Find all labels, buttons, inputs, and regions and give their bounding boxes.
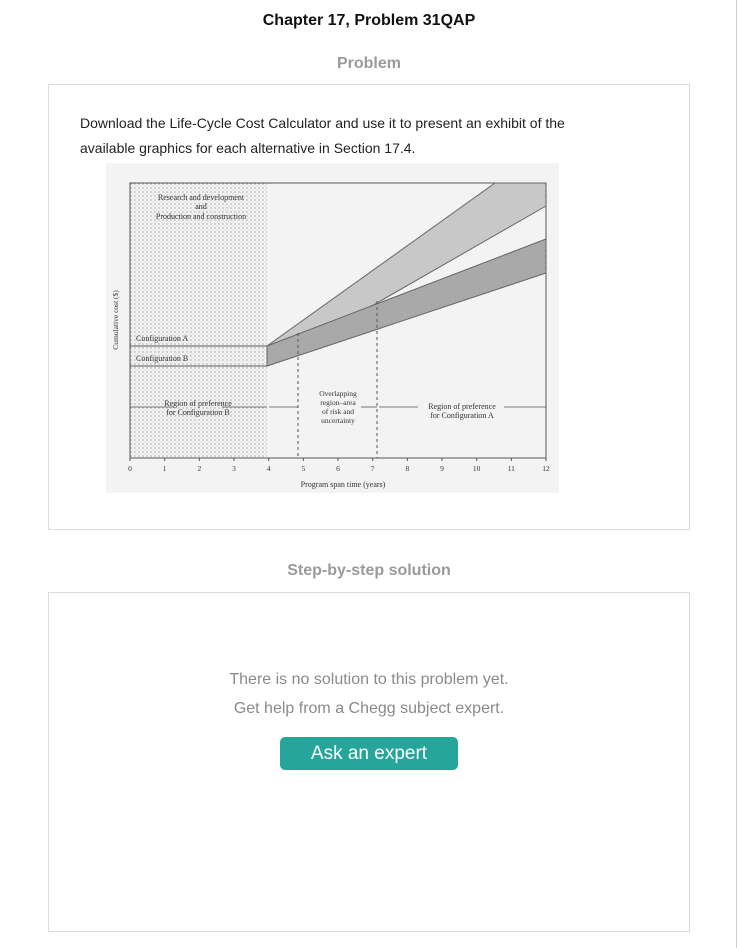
no-solution-message: There is no solution to this problem yet… [229, 671, 509, 688]
solution-heading: Step-by-step solution [287, 562, 451, 579]
x-tick-label: 8 [405, 464, 409, 473]
x-tick-label: 10 [473, 464, 481, 473]
x-tick-label: 6 [336, 464, 340, 473]
ask-expert-button[interactable]: Ask an expert [280, 737, 458, 770]
region-b-label-1: Region of preference [164, 399, 232, 408]
overlap-label-1: Overlapping [319, 389, 357, 398]
config-b-label: Configuration B [136, 354, 188, 363]
x-tick-label: 5 [301, 464, 305, 473]
region-a-label-1: Region of preference [428, 402, 496, 411]
x-axis-label: Program span time (years) [301, 480, 386, 489]
x-tick-label: 0 [128, 464, 132, 473]
solution-card: There is no solution to this problem yet… [48, 592, 690, 932]
overlap-label-2: region–area [320, 398, 356, 407]
region-a-label-2: for Configuration A [430, 411, 494, 420]
x-tick-label: 4 [267, 464, 271, 473]
x-axis-ticks: 0 1 2 3 4 5 6 7 8 9 10 11 12 [128, 458, 550, 473]
rd-shaded-region [130, 183, 267, 458]
y-axis-label: Cumulative cost ($) [111, 290, 120, 350]
x-tick-label: 1 [163, 464, 167, 473]
life-cycle-cost-chart: Research and development and Production … [111, 182, 550, 489]
config-a-label: Configuration A [136, 334, 188, 343]
problem-card: Download the Life-Cycle Cost Calculator … [48, 84, 690, 530]
scrollbar-edge [736, 0, 737, 948]
rd-label-2: and [195, 202, 207, 211]
x-tick-label: 2 [197, 464, 201, 473]
x-tick-label: 7 [371, 464, 375, 473]
overlap-label-3: of risk and [322, 407, 354, 416]
x-tick-label: 9 [440, 464, 444, 473]
x-tick-label: 12 [542, 464, 550, 473]
problem-heading: Problem [336, 55, 401, 72]
x-tick-label: 11 [508, 464, 515, 473]
rd-label-3: Production and construction [156, 212, 246, 221]
overlap-label-4: uncertainty [321, 416, 355, 425]
region-b-label-2: for Configuration B [166, 408, 230, 417]
x-tick-label: 3 [232, 464, 236, 473]
page-title: Chapter 17, Problem 31QAP [262, 12, 476, 29]
problem-figure: Research and development and Production … [106, 163, 559, 493]
expert-help-message: Get help from a Chegg subject expert. [233, 700, 505, 717]
problem-text: Download the Life-Cycle Cost Calculator … [80, 115, 565, 156]
rd-label-1: Research and development [158, 193, 245, 202]
